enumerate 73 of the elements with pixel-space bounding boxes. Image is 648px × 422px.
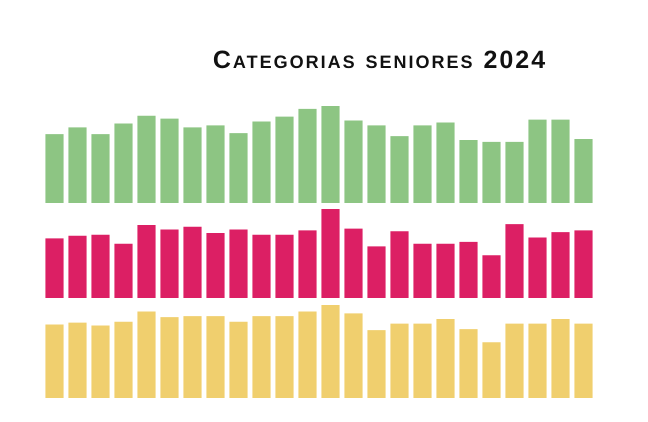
bar: [275, 316, 294, 398]
bar: [574, 138, 593, 203]
bar: [91, 234, 110, 298]
bar: [459, 329, 478, 398]
bar: [45, 238, 64, 298]
bar: [482, 255, 501, 298]
bar: [229, 322, 248, 398]
bar: [459, 140, 478, 203]
bar: [344, 313, 363, 398]
bar: [367, 125, 386, 203]
bar: [252, 122, 271, 203]
bar: [137, 312, 156, 398]
bar: [298, 108, 317, 203]
bar: [206, 125, 225, 203]
bar: [344, 228, 363, 298]
bar: [45, 324, 64, 398]
bar: [482, 342, 501, 398]
bar: [390, 231, 409, 298]
bar: [229, 133, 248, 203]
bar: [298, 312, 317, 398]
bar: [114, 123, 133, 203]
bar: [321, 209, 340, 298]
bar: [436, 122, 455, 203]
bar: [68, 127, 87, 203]
bar: [321, 106, 340, 203]
bar: [413, 244, 432, 298]
bar: [436, 244, 455, 298]
bar: [482, 142, 501, 203]
bar: [137, 116, 156, 203]
bar: [551, 318, 570, 398]
bar: [528, 324, 547, 398]
bar: [367, 330, 386, 398]
bar: [528, 120, 547, 203]
bar: [367, 246, 386, 298]
bar: [68, 322, 87, 398]
bar: [45, 134, 64, 203]
bar: [413, 125, 432, 203]
bar: [505, 142, 524, 203]
bar: [252, 316, 271, 398]
bar: [114, 322, 133, 398]
bar: [551, 232, 570, 298]
bar: [390, 324, 409, 398]
bar: [91, 134, 110, 203]
bar: [413, 324, 432, 398]
bar: [206, 316, 225, 398]
bar: [160, 229, 179, 298]
bar: [528, 237, 547, 298]
bar: [551, 120, 570, 203]
bar: [275, 116, 294, 203]
bar: [114, 244, 133, 298]
bar: [436, 318, 455, 398]
bar: [91, 325, 110, 398]
bar: [505, 224, 524, 298]
bar: [459, 242, 478, 298]
bar: [505, 324, 524, 398]
bar: [298, 230, 317, 298]
chart-title: Categorias seniores 2024: [212, 46, 548, 75]
bar: [68, 236, 87, 298]
bar: [321, 305, 340, 398]
bar: [206, 233, 225, 298]
bar: [390, 136, 409, 203]
bar: [252, 234, 271, 298]
bar: [344, 120, 363, 203]
bar: [229, 229, 248, 298]
bar: [183, 316, 202, 398]
bar: [275, 234, 294, 298]
bar: [183, 226, 202, 298]
bar: [160, 317, 179, 398]
bar: [574, 230, 593, 298]
bar: [183, 127, 202, 203]
bar: [574, 324, 593, 398]
bar: [160, 118, 179, 203]
bar: [137, 225, 156, 298]
